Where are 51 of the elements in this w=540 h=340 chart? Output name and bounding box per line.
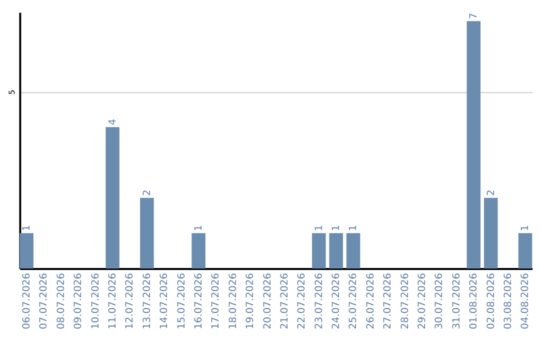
data-label: 2 bbox=[142, 190, 153, 196]
data-label: 4 bbox=[108, 118, 119, 126]
x-tick-label: 17.07.2026 bbox=[210, 272, 222, 330]
data-label: 2 bbox=[486, 190, 497, 196]
bar bbox=[346, 233, 360, 268]
y-tick-label: 5 bbox=[7, 90, 16, 95]
x-tick-label: 20.07.2026 bbox=[262, 272, 274, 330]
data-label: 1 bbox=[348, 224, 360, 232]
x-tick-label: 06.07.2026 bbox=[22, 272, 33, 330]
bar bbox=[312, 233, 326, 268]
bar bbox=[466, 21, 481, 268]
x-tick-label: 30.07.2026 bbox=[434, 272, 446, 330]
x-tick-label: 23.07.2026 bbox=[314, 272, 325, 330]
x-tick-label: 19.07.2026 bbox=[245, 272, 256, 330]
x-tick-label: 28.07.2026 bbox=[400, 272, 411, 330]
data-label: 1 bbox=[520, 224, 532, 232]
x-tick-label: 22.07.2026 bbox=[296, 272, 308, 330]
x-tick-label: 08.07.2026 bbox=[56, 272, 67, 330]
x-tick-label: 14.07.2026 bbox=[159, 272, 170, 330]
x-tick-label: 04.08.2026 bbox=[520, 272, 532, 330]
x-tick-label: 07.07.2026 bbox=[38, 272, 50, 330]
x-tick-label: 12.07.2026 bbox=[124, 272, 136, 330]
x-tick-label: 03.08.2026 bbox=[503, 272, 514, 330]
bar bbox=[20, 233, 34, 268]
x-tick-label: 24.07.2026 bbox=[331, 272, 342, 330]
x-tick-label: 25.07.2026 bbox=[348, 272, 360, 330]
x-tick-label: 16.07.2026 bbox=[193, 272, 204, 330]
bar bbox=[329, 233, 343, 268]
data-label: 1 bbox=[22, 224, 33, 232]
x-tick-label: 02.08.2026 bbox=[486, 272, 497, 330]
x-tick-label: 27.07.2026 bbox=[382, 272, 394, 330]
data-label: 7 bbox=[468, 12, 480, 20]
x-tick-label: 10.07.2026 bbox=[90, 272, 102, 330]
bar bbox=[192, 233, 206, 268]
x-tick-label: 29.07.2026 bbox=[417, 272, 428, 330]
bar bbox=[484, 198, 498, 268]
x-tick-label: 11.07.2026 bbox=[108, 272, 119, 330]
x-tick-label: 13.07.2026 bbox=[142, 272, 153, 330]
x-tick-label: 26.07.2026 bbox=[365, 272, 376, 330]
bar bbox=[140, 198, 154, 268]
data-label: 1 bbox=[193, 224, 204, 232]
x-tick-label: 21.07.2026 bbox=[279, 272, 290, 330]
x-tick-label: 15.07.2026 bbox=[176, 272, 188, 330]
bar bbox=[106, 127, 120, 268]
data-label: 1 bbox=[331, 224, 342, 232]
data-label: 1 bbox=[314, 224, 325, 232]
x-tick-label: 31.07.2026 bbox=[451, 272, 462, 330]
bar bbox=[518, 233, 532, 268]
x-tick-label: 18.07.2026 bbox=[228, 272, 239, 330]
x-tick-label: 01.08.2026 bbox=[468, 272, 480, 330]
x-tick-label: 09.07.2026 bbox=[73, 272, 84, 330]
